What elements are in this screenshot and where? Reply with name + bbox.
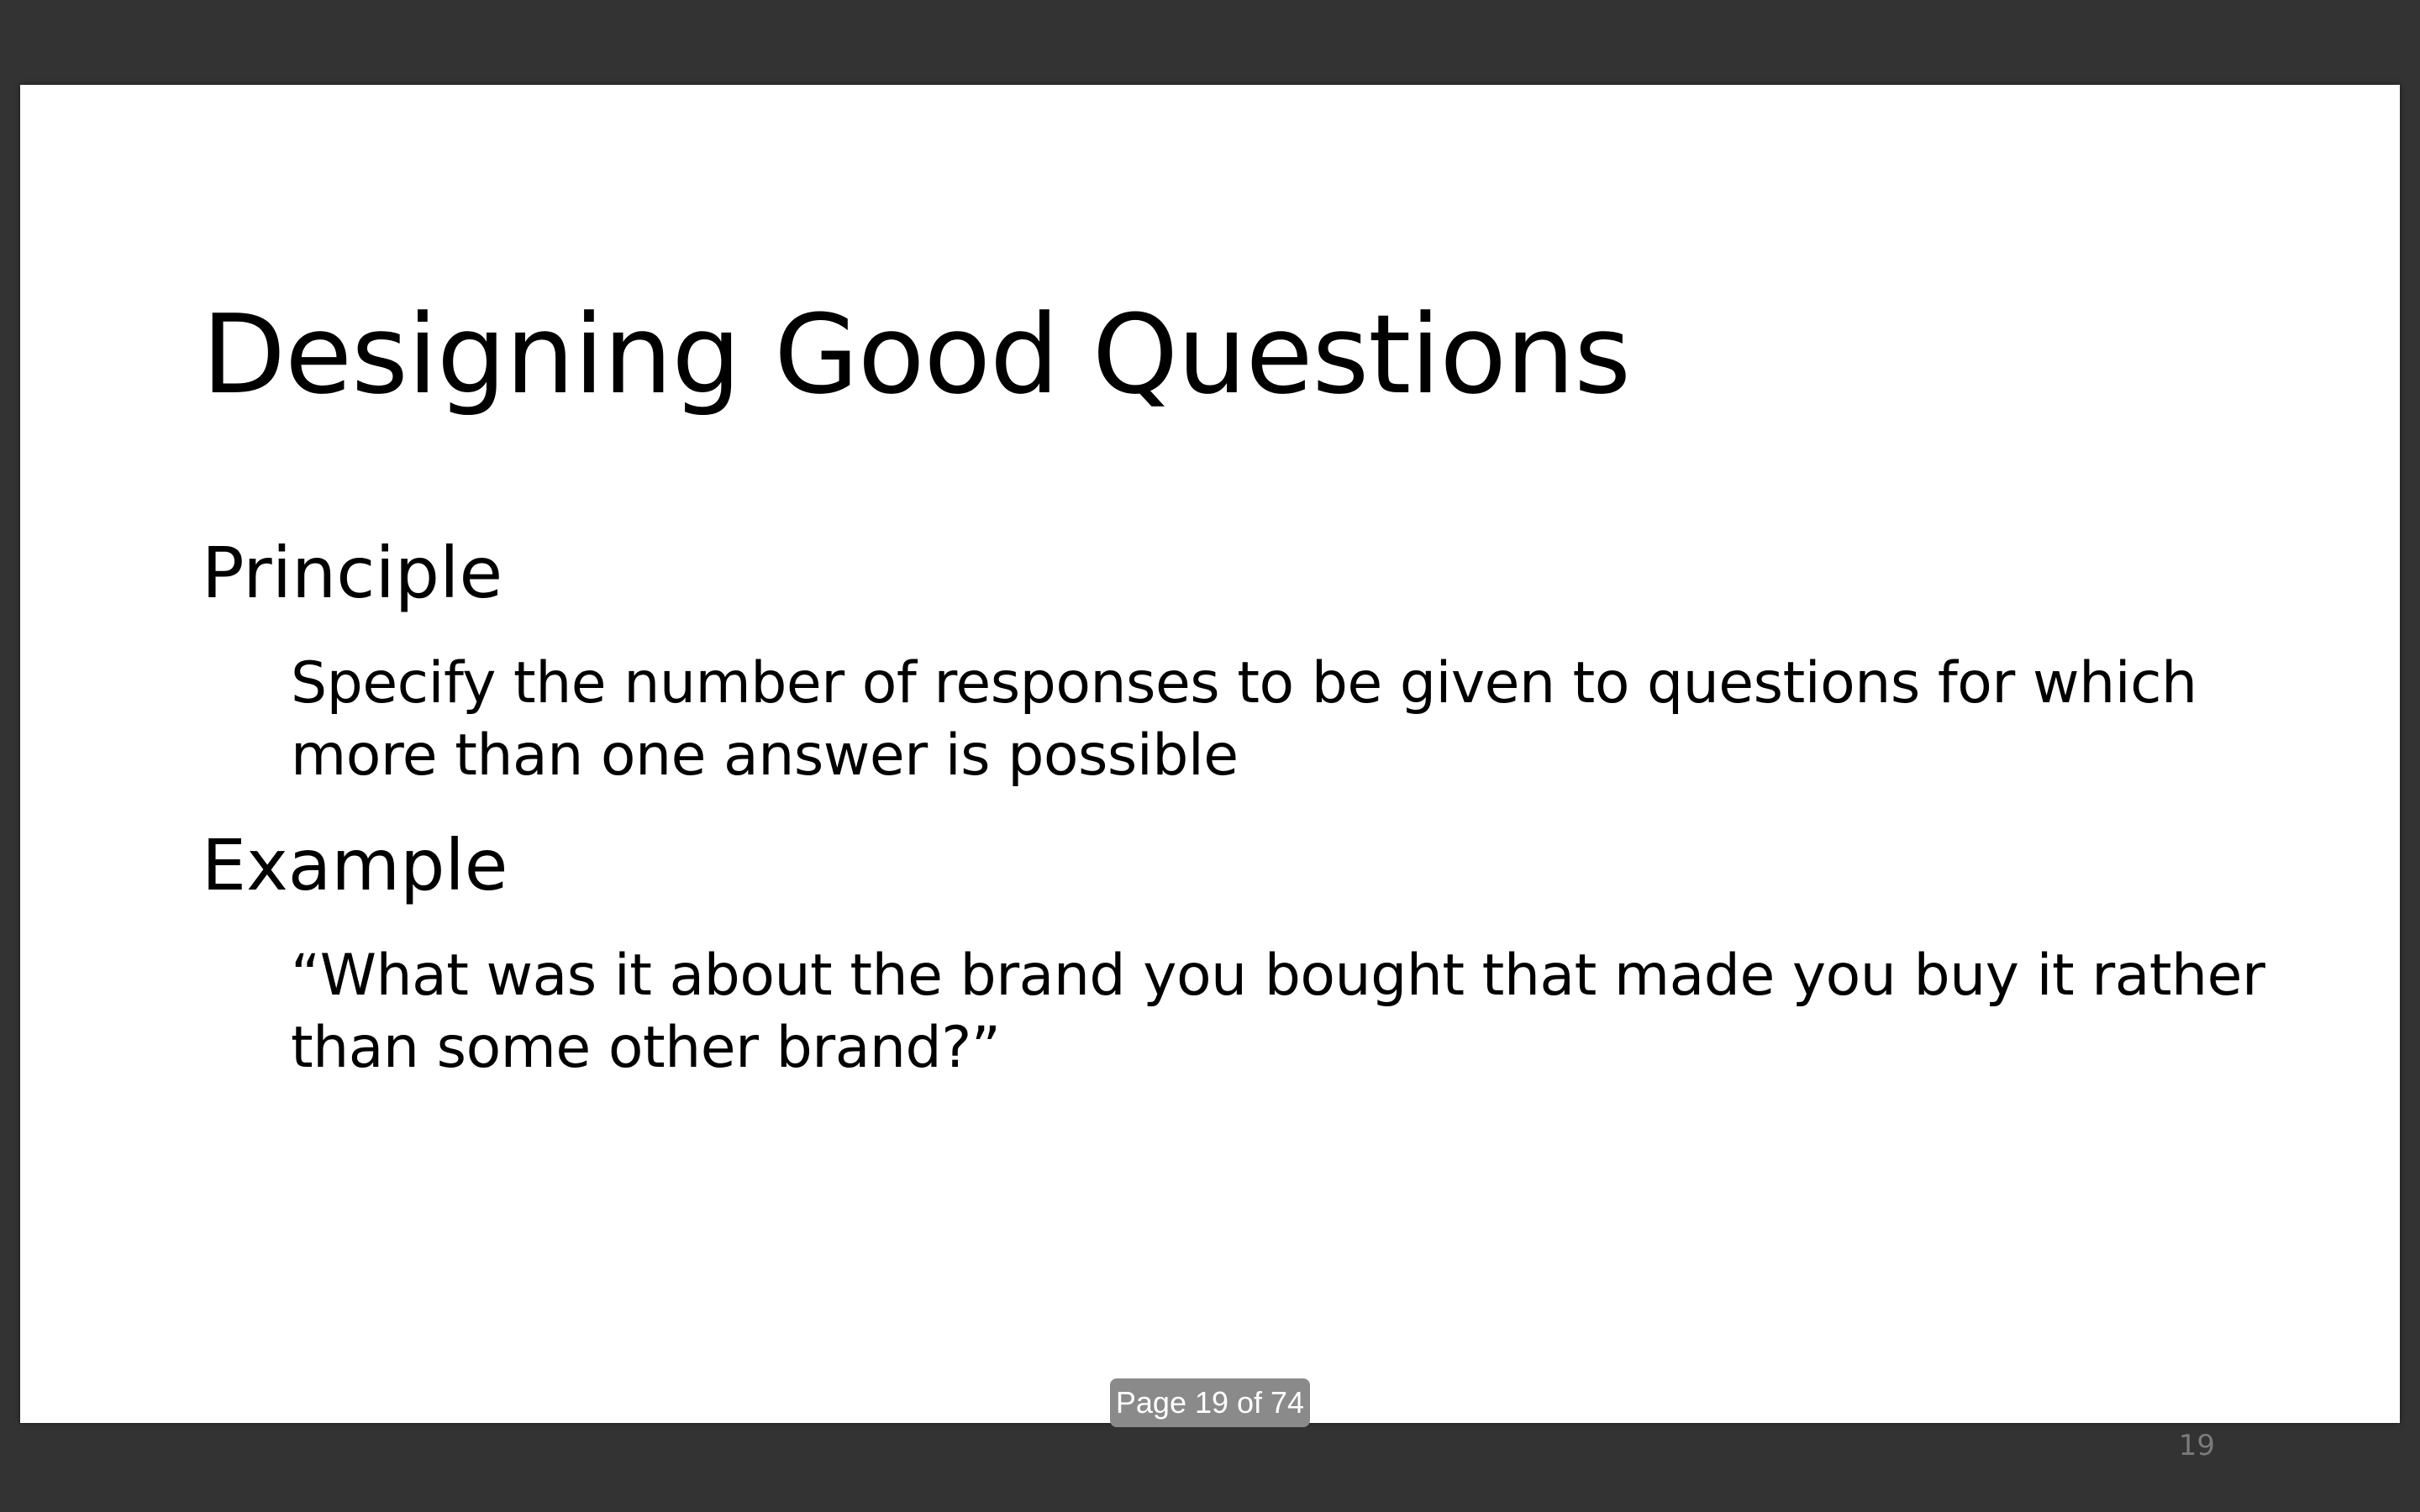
page-indicator: Page 19 of 74 (1110, 1378, 1310, 1427)
slide-number: 19 (2178, 1429, 2215, 1462)
example-heading: Example (202, 824, 508, 906)
slide-page: Designing Good Questions Principle Speci… (20, 85, 2400, 1462)
principle-heading: Principle (202, 532, 503, 614)
example-text: “What was it about the brand you bought … (291, 942, 2265, 1081)
slide-title: Designing Good Questions (202, 291, 1631, 418)
principle-text: Specify the number of responses to be gi… (291, 650, 2197, 789)
